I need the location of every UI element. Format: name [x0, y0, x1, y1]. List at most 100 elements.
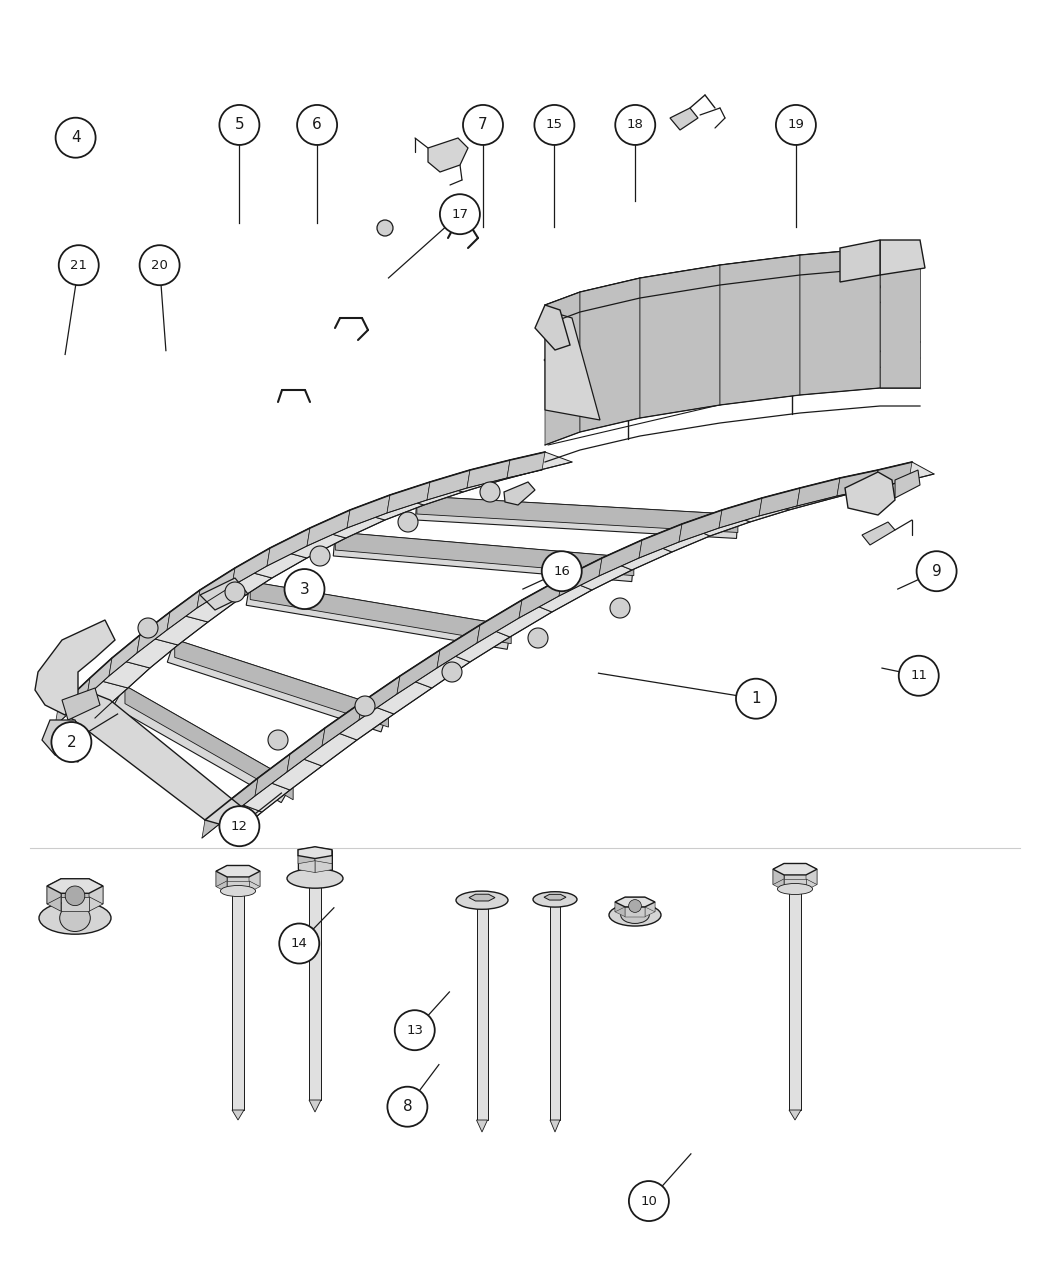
- Polygon shape: [800, 249, 880, 275]
- Polygon shape: [72, 678, 128, 704]
- Polygon shape: [639, 524, 682, 558]
- Polygon shape: [522, 578, 592, 612]
- Polygon shape: [598, 541, 642, 576]
- Polygon shape: [880, 240, 925, 275]
- Polygon shape: [477, 908, 487, 1119]
- Text: 6: 6: [312, 117, 322, 133]
- Polygon shape: [346, 495, 390, 528]
- Polygon shape: [250, 581, 511, 644]
- Polygon shape: [477, 601, 522, 643]
- Polygon shape: [645, 898, 655, 912]
- Circle shape: [917, 551, 957, 592]
- Circle shape: [219, 806, 259, 847]
- Ellipse shape: [456, 891, 508, 909]
- Circle shape: [629, 1181, 669, 1221]
- Circle shape: [899, 655, 939, 696]
- Polygon shape: [545, 292, 580, 325]
- Polygon shape: [42, 720, 85, 762]
- Circle shape: [480, 482, 500, 502]
- Circle shape: [140, 245, 180, 286]
- Polygon shape: [840, 240, 880, 282]
- Circle shape: [398, 513, 418, 532]
- Circle shape: [279, 923, 319, 964]
- Polygon shape: [87, 658, 112, 696]
- Polygon shape: [35, 620, 116, 715]
- Text: 3: 3: [299, 581, 310, 597]
- Polygon shape: [267, 528, 310, 566]
- Circle shape: [56, 117, 96, 158]
- Circle shape: [440, 194, 480, 235]
- Polygon shape: [298, 856, 315, 872]
- Text: 16: 16: [553, 565, 570, 578]
- Polygon shape: [205, 799, 262, 833]
- Polygon shape: [200, 567, 272, 601]
- Polygon shape: [167, 639, 388, 732]
- Polygon shape: [507, 453, 545, 478]
- Text: 5: 5: [234, 117, 245, 133]
- Polygon shape: [307, 510, 350, 546]
- Polygon shape: [640, 265, 720, 298]
- Polygon shape: [61, 878, 89, 896]
- Polygon shape: [784, 875, 806, 890]
- Circle shape: [268, 731, 288, 750]
- Polygon shape: [309, 1100, 321, 1112]
- Polygon shape: [559, 558, 602, 595]
- Polygon shape: [645, 901, 655, 917]
- Ellipse shape: [621, 907, 649, 923]
- Polygon shape: [682, 510, 750, 536]
- Text: 11: 11: [910, 669, 927, 682]
- Ellipse shape: [220, 886, 255, 896]
- Polygon shape: [216, 866, 260, 877]
- Polygon shape: [58, 692, 248, 830]
- Polygon shape: [174, 639, 388, 727]
- Polygon shape: [625, 907, 645, 917]
- Circle shape: [395, 1010, 435, 1051]
- Circle shape: [355, 696, 375, 717]
- Polygon shape: [580, 278, 640, 312]
- Polygon shape: [69, 678, 90, 713]
- Polygon shape: [287, 728, 326, 771]
- Polygon shape: [55, 695, 72, 725]
- Text: 14: 14: [291, 937, 308, 950]
- Text: 12: 12: [231, 820, 248, 833]
- Polygon shape: [258, 754, 322, 790]
- Polygon shape: [230, 778, 290, 812]
- Text: 20: 20: [151, 259, 168, 272]
- Polygon shape: [550, 907, 560, 1119]
- Polygon shape: [545, 310, 600, 419]
- Polygon shape: [875, 462, 912, 488]
- Circle shape: [534, 105, 574, 145]
- Polygon shape: [200, 578, 248, 609]
- Polygon shape: [298, 847, 315, 863]
- Circle shape: [528, 629, 548, 648]
- Polygon shape: [350, 495, 424, 520]
- Polygon shape: [416, 496, 738, 538]
- Polygon shape: [309, 878, 321, 1100]
- Circle shape: [65, 886, 85, 905]
- Polygon shape: [322, 703, 362, 746]
- Polygon shape: [773, 870, 784, 890]
- Circle shape: [463, 105, 503, 145]
- Polygon shape: [310, 510, 385, 538]
- Polygon shape: [544, 894, 566, 900]
- Polygon shape: [315, 856, 332, 872]
- Circle shape: [225, 581, 245, 602]
- Circle shape: [615, 105, 655, 145]
- Polygon shape: [227, 877, 249, 892]
- Polygon shape: [89, 886, 103, 912]
- Polygon shape: [797, 478, 840, 506]
- Polygon shape: [167, 590, 200, 630]
- Polygon shape: [719, 499, 762, 528]
- Polygon shape: [136, 612, 170, 653]
- Ellipse shape: [39, 901, 111, 935]
- Polygon shape: [58, 695, 110, 718]
- Polygon shape: [62, 688, 100, 720]
- Polygon shape: [845, 472, 895, 515]
- Polygon shape: [536, 305, 570, 351]
- Polygon shape: [109, 635, 140, 676]
- Polygon shape: [298, 847, 332, 858]
- Polygon shape: [197, 567, 235, 608]
- Polygon shape: [270, 528, 346, 558]
- Polygon shape: [47, 878, 103, 894]
- Circle shape: [138, 618, 158, 638]
